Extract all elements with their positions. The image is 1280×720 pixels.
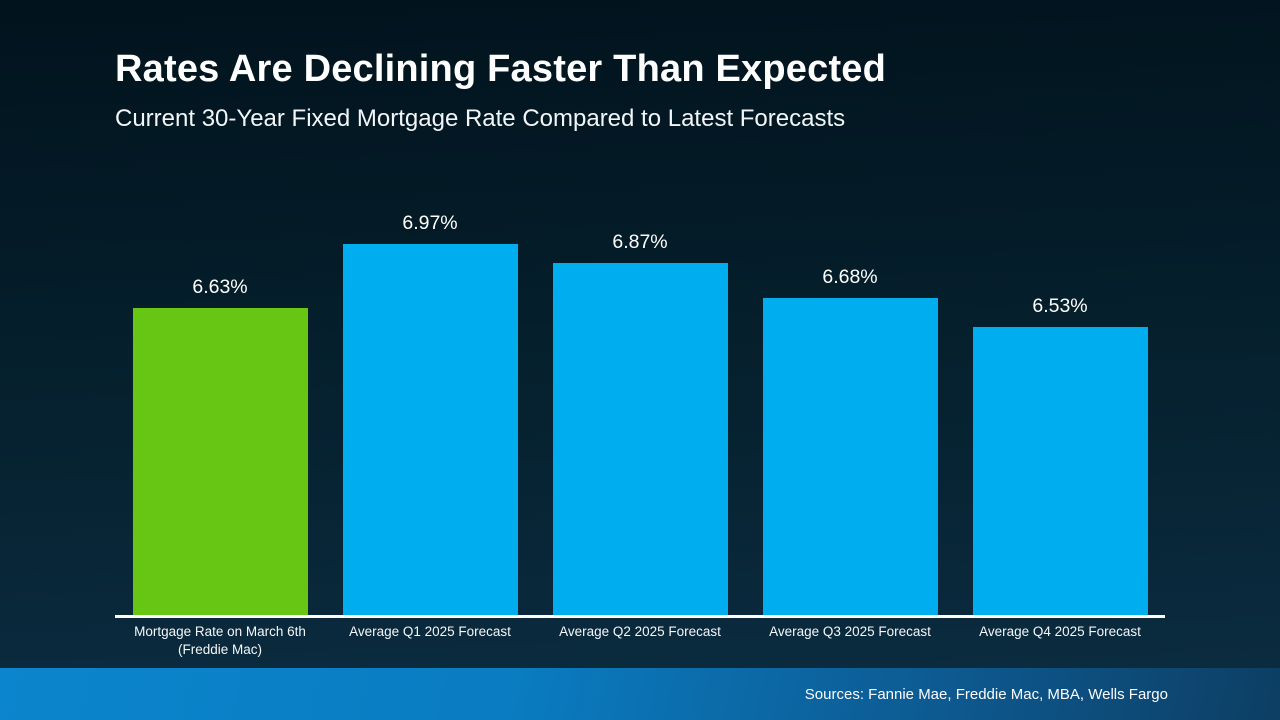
bar xyxy=(972,327,1148,615)
page-title: Rates Are Declining Faster Than Expected xyxy=(115,48,887,90)
bar-column: 6.87% xyxy=(535,191,745,615)
bar-value-label: 6.63% xyxy=(192,276,248,298)
page-subtitle: Current 30-Year Fixed Mortgage Rate Comp… xyxy=(115,104,846,132)
bar-value-label: 6.68% xyxy=(822,266,878,288)
bar-column: 6.68% xyxy=(745,191,955,615)
bar-chart-plot-area: 6.63% 6.97% 6.87% 6.68% 6.53% xyxy=(115,191,1165,615)
bar-category-label: Average Q4 2025 Forecast xyxy=(979,624,1141,639)
bar xyxy=(552,263,728,615)
bar xyxy=(132,308,308,615)
chart-header: Rates Are Declining Faster Than Expected… xyxy=(115,48,1175,133)
bar-category-label: Mortgage Rate on March 6th (Freddie Mac) xyxy=(134,624,306,657)
bar-category-label: Average Q1 2025 Forecast xyxy=(349,624,511,639)
bar-category-label: Average Q2 2025 Forecast xyxy=(559,624,721,639)
footer-band: Sources: Fannie Mae, Freddie Mac, MBA, W… xyxy=(0,668,1280,720)
x-axis-category-labels: Mortgage Rate on March 6th (Freddie Mac)… xyxy=(115,623,1165,658)
bar xyxy=(762,298,938,615)
bar-value-label: 6.53% xyxy=(1032,295,1088,317)
bar-value-label: 6.87% xyxy=(612,231,668,253)
bar-column: 6.63% xyxy=(115,191,325,615)
bar-column: 6.97% xyxy=(325,191,535,615)
sources-note: Sources: Fannie Mae, Freddie Mac, MBA, W… xyxy=(804,685,1168,703)
bar-category-label: Average Q3 2025 Forecast xyxy=(769,624,931,639)
bar-column: 6.53% xyxy=(955,191,1165,615)
x-axis-line xyxy=(115,615,1165,618)
bar xyxy=(342,244,518,615)
bar-value-label: 6.97% xyxy=(402,212,458,234)
